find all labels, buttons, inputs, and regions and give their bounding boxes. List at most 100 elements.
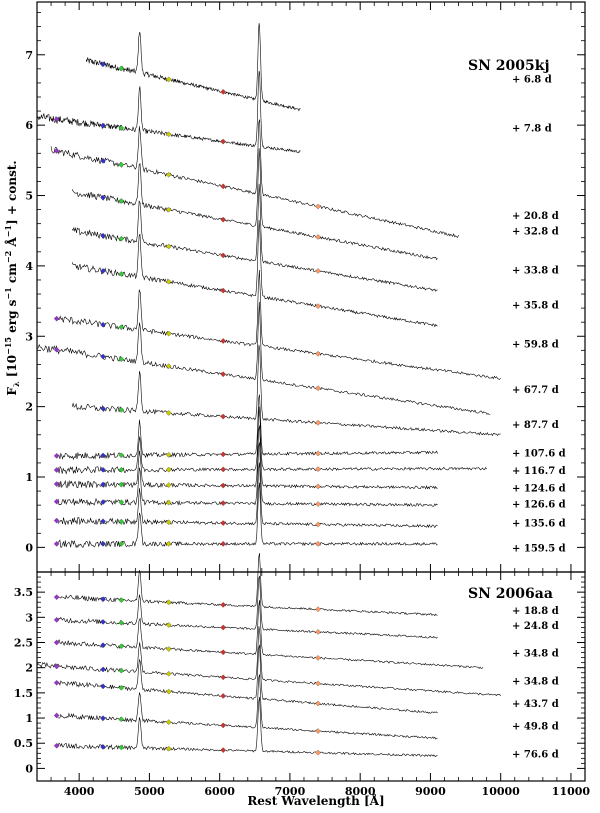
y-tick-label: 2.5 bbox=[14, 637, 33, 650]
x-tick-label: 7000 bbox=[275, 785, 306, 798]
feature-marker bbox=[53, 712, 60, 719]
feature-marker bbox=[53, 498, 60, 505]
feature-marker bbox=[53, 315, 60, 322]
feature-marker bbox=[220, 138, 226, 145]
feature-marker bbox=[100, 321, 106, 328]
y-tick-label: 1.5 bbox=[14, 687, 33, 700]
phase-label: + 159.5 d bbox=[512, 543, 566, 554]
y-tick-label: 6 bbox=[25, 119, 33, 132]
feature-marker bbox=[100, 541, 106, 547]
feature-marker bbox=[220, 371, 226, 378]
feature-marker bbox=[118, 125, 125, 131]
feature-marker bbox=[53, 541, 60, 547]
feature-marker bbox=[165, 646, 172, 652]
feature-marker bbox=[315, 303, 321, 309]
feature-marker bbox=[315, 541, 321, 547]
spectrum-line bbox=[71, 148, 438, 261]
feature-marker bbox=[165, 622, 172, 628]
y-tick-label: 0 bbox=[25, 762, 33, 775]
feature-marker bbox=[220, 602, 226, 608]
feature-marker bbox=[100, 596, 106, 603]
feature-marker bbox=[118, 685, 125, 691]
feature-marker bbox=[53, 663, 60, 670]
spectrum-line bbox=[36, 70, 301, 154]
feature-marker bbox=[100, 194, 106, 201]
bottom-phase-labels: + 18.8 d + 24.8 d + 34.8 d + 34.8 d + 43.7 d… bbox=[512, 606, 559, 761]
feature-marker bbox=[220, 722, 226, 729]
spectrum-line bbox=[57, 269, 501, 380]
feature-marker bbox=[315, 501, 321, 507]
phase-label: + 20.8 d bbox=[512, 211, 559, 222]
y-tick-label: 3.5 bbox=[14, 586, 33, 599]
phase-label: + 87.7 d bbox=[512, 420, 559, 431]
feature-marker bbox=[315, 268, 321, 274]
feature-marker bbox=[53, 594, 60, 600]
feature-marker bbox=[100, 122, 106, 129]
feature-marker bbox=[118, 466, 125, 473]
phase-label: + 7.8 d bbox=[512, 123, 552, 134]
feature-marker bbox=[165, 330, 172, 337]
feature-marker bbox=[53, 467, 60, 473]
feature-marker bbox=[100, 452, 106, 459]
panel-frame bbox=[36, 571, 586, 782]
spectrum-line bbox=[57, 674, 438, 740]
top-spectra-group bbox=[36, 23, 501, 549]
feature-marker bbox=[100, 666, 106, 673]
y-tick-label: 1 bbox=[25, 471, 33, 484]
spectrum-line bbox=[50, 119, 459, 238]
phase-label: + 67.7 d bbox=[512, 385, 559, 396]
feature-marker bbox=[165, 745, 172, 752]
feature-marker bbox=[53, 679, 60, 686]
feature-marker bbox=[220, 482, 226, 489]
bottom-spectra-group bbox=[36, 552, 501, 757]
feature-marker bbox=[53, 116, 60, 123]
feature-marker bbox=[220, 183, 226, 190]
feature-marker bbox=[315, 385, 321, 392]
feature-marker bbox=[315, 350, 321, 357]
feature-marker bbox=[220, 520, 226, 526]
phase-label: + 34.8 d bbox=[512, 649, 559, 660]
feature-marker bbox=[165, 688, 172, 695]
feature-marker bbox=[165, 482, 172, 488]
feature-marker bbox=[100, 467, 106, 473]
feature-marker bbox=[220, 500, 226, 506]
panel-title: SN 2006aa bbox=[468, 586, 553, 602]
spectrum-line bbox=[57, 600, 484, 669]
feature-marker bbox=[315, 655, 321, 661]
x-tick-label: 8000 bbox=[345, 785, 376, 798]
y-tick-label: 4 bbox=[25, 260, 33, 273]
phase-label: + 135.6 d bbox=[512, 519, 566, 530]
feature-marker bbox=[220, 252, 226, 259]
feature-marker bbox=[118, 271, 125, 277]
feature-marker bbox=[118, 518, 125, 525]
feature-marker bbox=[165, 363, 172, 370]
feature-marker bbox=[315, 203, 321, 210]
feature-marker bbox=[100, 642, 106, 648]
feature-marker bbox=[118, 65, 125, 72]
feature-marker bbox=[53, 617, 60, 623]
y-axis-title: Fλ [10−15 erg s−1 cm−2 Å−1] + const. bbox=[3, 160, 21, 395]
feature-marker bbox=[165, 278, 172, 285]
feature-marker bbox=[220, 674, 226, 681]
y-tick-label: 2 bbox=[25, 401, 33, 414]
feature-marker bbox=[118, 597, 125, 603]
feature-marker bbox=[100, 232, 106, 239]
y-tick-label: 0.5 bbox=[14, 737, 33, 750]
feature-marker bbox=[100, 61, 106, 68]
feature-marker bbox=[53, 742, 60, 749]
feature-marker bbox=[165, 206, 172, 213]
feature-marker bbox=[165, 243, 172, 250]
phase-label: + 18.8 d bbox=[512, 606, 559, 617]
feature-marker bbox=[220, 287, 226, 294]
feature-marker bbox=[315, 629, 321, 635]
spectrum-line bbox=[36, 301, 491, 415]
spectrum-line bbox=[57, 462, 438, 529]
feature-marker bbox=[100, 619, 106, 625]
feature-marker bbox=[220, 89, 226, 95]
spectrum-line bbox=[85, 23, 301, 112]
feature-marker bbox=[220, 747, 226, 753]
feature-marker bbox=[165, 499, 172, 506]
feature-marker bbox=[165, 131, 172, 138]
phase-label: + 43.7 d bbox=[512, 699, 559, 710]
